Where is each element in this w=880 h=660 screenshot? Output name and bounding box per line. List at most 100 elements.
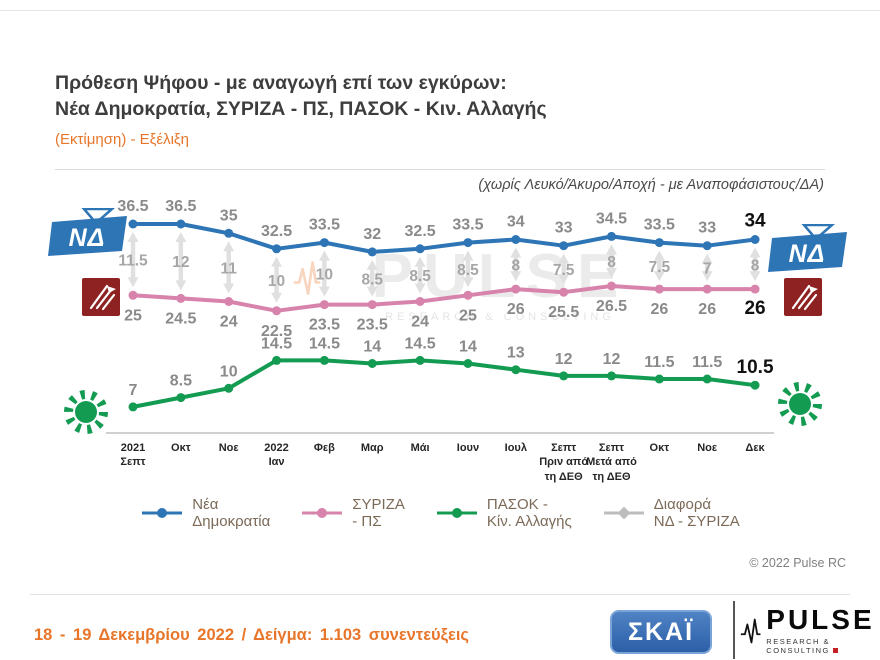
nd-value-label: 34.5 <box>596 210 627 227</box>
data-point <box>702 241 712 251</box>
legend-marker-icon <box>142 508 183 519</box>
nd-value-label: 32.5 <box>261 223 292 240</box>
nd-flag-banner-icon <box>48 216 127 256</box>
data-point <box>702 374 712 384</box>
pasok-party-logo <box>54 384 118 441</box>
pulse-logo: PULSE RESEARCH & CONSULTING <box>740 606 880 655</box>
copyright-text: © 2022 Pulse RC <box>749 556 846 570</box>
pasok-value-label: 14.5 <box>309 335 340 352</box>
pulse-logo-text-block: PULSE RESEARCH & CONSULTING <box>766 604 880 656</box>
pulse-logo-text: PULSE <box>766 604 875 635</box>
pasok-value-label: 14 <box>459 339 477 356</box>
watermark-text: PULSE <box>371 242 629 311</box>
data-point <box>272 306 282 316</box>
legend-marker-icon <box>603 506 644 520</box>
data-point <box>750 284 760 294</box>
data-point <box>176 393 186 403</box>
pulse-heartbeat-icon <box>740 618 761 643</box>
data-point <box>128 290 138 300</box>
pasok-value-label: 12 <box>603 351 621 368</box>
nd-flag-triangle-icon <box>801 223 836 241</box>
pasok-sun-icon <box>778 382 822 426</box>
x-axis-label: Φεβ <box>313 442 335 454</box>
nd-value-label: 33.5 <box>309 217 340 234</box>
pasok-value-label: 14.5 <box>261 335 292 352</box>
difference-value-label: 10 <box>268 273 285 290</box>
x-axis-label: Μαρ <box>360 442 384 454</box>
pasok-value-label: 7 <box>129 382 138 399</box>
x-axis-label: Νοε <box>697 442 718 454</box>
x-axis-label: Ιουν <box>456 442 480 454</box>
data-point <box>319 355 329 365</box>
data-point <box>224 383 234 393</box>
nd-flag-banner-icon <box>768 232 847 272</box>
pulse-watermark: PULSE RESEARCH & CONSULTING <box>293 242 670 323</box>
title-line-2: Νέα Δημοκρατία, ΣΥΡΙΖΑ - ΠΣ, ΠΑΣΟΚ - Κιν… <box>55 98 547 120</box>
data-point <box>224 297 234 306</box>
data-point <box>511 365 521 375</box>
top-divider <box>0 10 880 11</box>
chart-title: Πρόθεση Ψήφου - με αναγωγή επί των εγκύρ… <box>55 70 547 122</box>
x-axis-label: Οκτ <box>171 442 191 454</box>
chart-subtitle: (Εκτίμηση) - Εξέλιξη <box>55 131 189 148</box>
syriza-value-label: 24 <box>220 314 238 331</box>
nd-value-label: 36.5 <box>165 198 196 215</box>
nd-party-logo: ΝΔ <box>768 223 848 277</box>
legend-item-2: ΠΑΣΟΚ - Κίν. Αλλαγής <box>435 496 572 531</box>
data-point <box>319 300 329 310</box>
data-point <box>654 374 664 384</box>
syriza-value-label: 26 <box>744 298 765 319</box>
data-point <box>367 359 377 368</box>
difference-arrow <box>127 232 139 288</box>
data-point <box>128 402 138 412</box>
nd-logo-text: ΝΔ <box>789 240 826 268</box>
survey-info-text: 18 - 19 Δεκεμβρίου 2022 / Δείγμα: 1.103 … <box>34 626 469 644</box>
data-point <box>463 359 473 368</box>
data-point <box>128 219 138 229</box>
nd-value-label: 34 <box>744 211 766 232</box>
series-line <box>131 358 758 409</box>
difference-arrow <box>223 241 235 294</box>
legend-item-0: Νέα Δημοκρατία <box>140 496 270 531</box>
nd-value-label: 35 <box>220 207 238 224</box>
nd-flag-triangle-icon <box>81 207 116 225</box>
pasok-value-label: 13 <box>507 345 525 362</box>
difference-arrow <box>749 247 761 282</box>
data-point <box>319 238 329 248</box>
x-axis-label: Νοε <box>218 442 239 454</box>
data-point <box>272 244 282 254</box>
data-point <box>415 355 425 365</box>
footer-divider <box>30 594 850 595</box>
x-axis-label: Σεπτ Μετά από τη ΔΕΘ <box>586 442 637 483</box>
legend-label: Διαφορά ΝΔ - ΣΥΡΙΖΑ <box>653 496 740 531</box>
pasok-value-label: 11.5 <box>692 354 722 371</box>
x-axis-label: 2021 Σεπτ <box>120 442 146 469</box>
difference-arrow <box>175 232 187 291</box>
syriza-party-logo <box>82 278 120 321</box>
syriza-value-label: 22.5 <box>261 323 292 340</box>
title-line-1: Πρόθεση Ψήφου - με αναγωγή επί των εγκύρ… <box>55 72 507 94</box>
methodology-note: (χωρίς Λευκό/Άκυρο/Αποχή - με Αναποφάσισ… <box>478 177 824 193</box>
nd-value-label: 32.5 <box>405 223 436 240</box>
data-point <box>272 355 282 365</box>
data-point <box>224 228 234 238</box>
watermark-subtext: RESEARCH & CONSULTING <box>385 311 615 323</box>
data-point <box>750 235 760 244</box>
nd-value-label: 33.5 <box>644 217 675 234</box>
syriza-emblem-icon <box>82 278 120 316</box>
legend-item-1: ΣΥΡΙΖΑ - ΠΣ <box>300 496 405 531</box>
data-point <box>750 380 760 390</box>
pasok-value-label: 11.5 <box>644 354 674 371</box>
pasok-sun-icon <box>64 390 108 434</box>
legend-marker-icon <box>302 508 343 519</box>
x-axis-label: 2022 Ιαν <box>264 442 289 469</box>
data-point <box>702 284 712 294</box>
difference-value-label: 8 <box>751 257 760 274</box>
legend-label: ΠΑΣΟΚ - Κίν. Αλλαγής <box>486 496 572 531</box>
pasok-party-logo <box>768 376 832 433</box>
pulse-logo-subtext: RESEARCH & CONSULTING <box>766 637 880 655</box>
syriza-value-label: 25 <box>124 307 142 324</box>
data-point <box>176 219 186 229</box>
x-axis-label: Ιουλ <box>504 442 527 454</box>
